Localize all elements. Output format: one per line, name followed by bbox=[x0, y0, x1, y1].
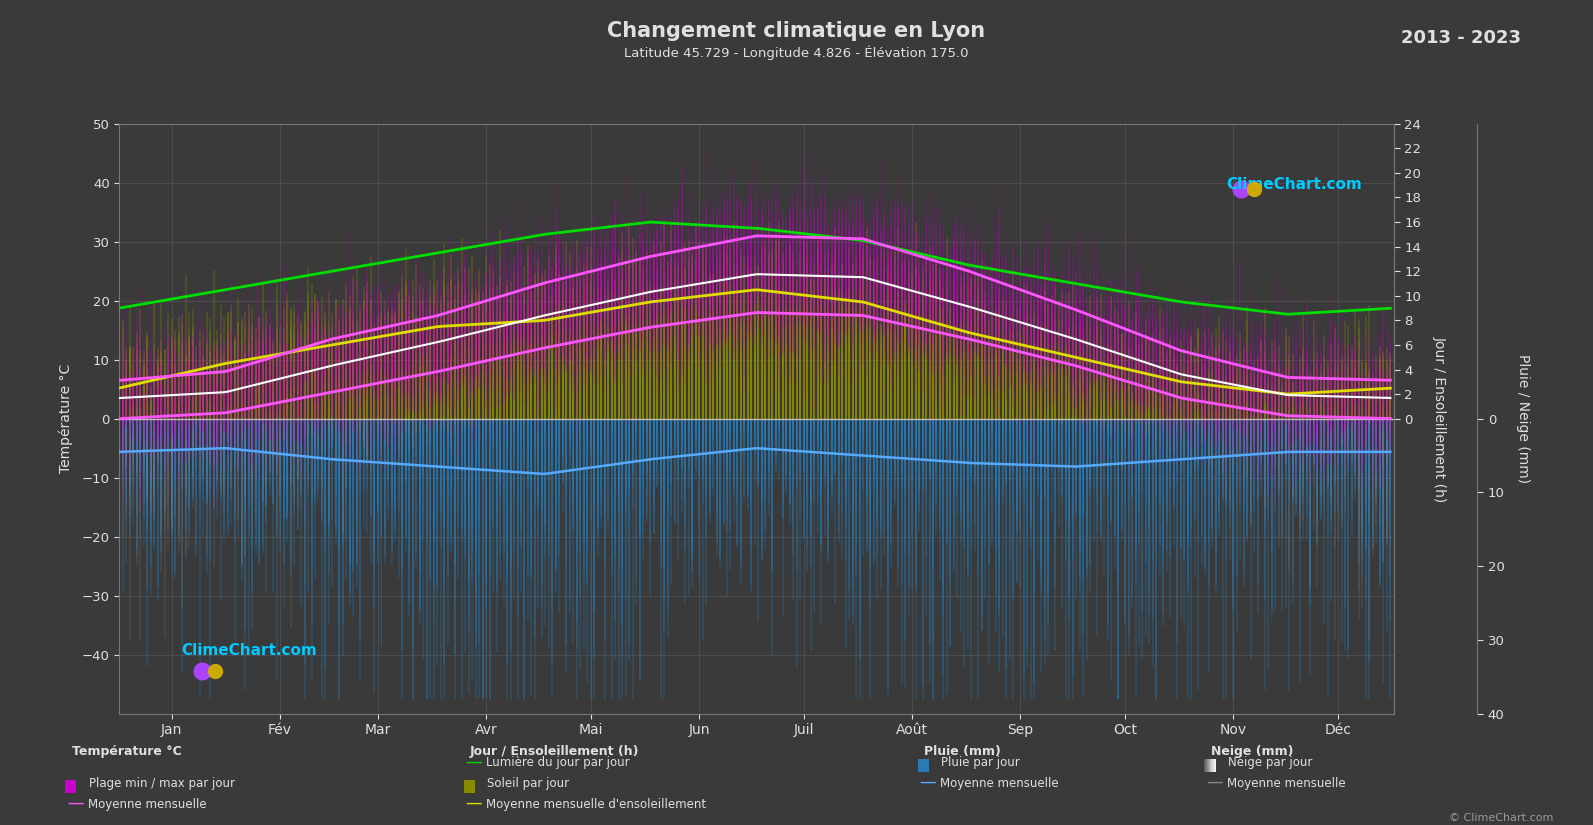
Y-axis label: Jour / Ensoleillement (h): Jour / Ensoleillement (h) bbox=[1432, 336, 1446, 502]
Text: Changement climatique en Lyon: Changement climatique en Lyon bbox=[607, 21, 986, 40]
Text: Lumière du jour par jour: Lumière du jour par jour bbox=[486, 757, 629, 770]
Text: Moyenne mensuelle: Moyenne mensuelle bbox=[940, 777, 1058, 790]
Text: 2013 - 2023: 2013 - 2023 bbox=[1402, 29, 1521, 47]
Text: © ClimeChart.com: © ClimeChart.com bbox=[1448, 813, 1553, 823]
Text: Jour / Ensoleillement (h): Jour / Ensoleillement (h) bbox=[470, 745, 639, 758]
Y-axis label: Pluie / Neige (mm): Pluie / Neige (mm) bbox=[1515, 354, 1529, 483]
Text: Neige par jour: Neige par jour bbox=[1228, 757, 1313, 770]
Text: Pluie par jour: Pluie par jour bbox=[941, 757, 1020, 770]
Text: Pluie (mm): Pluie (mm) bbox=[924, 745, 1000, 758]
Text: Soleil par jour: Soleil par jour bbox=[487, 777, 570, 790]
Text: Moyenne mensuelle: Moyenne mensuelle bbox=[1227, 777, 1344, 790]
Text: —: — bbox=[67, 794, 83, 812]
Text: Moyenne mensuelle: Moyenne mensuelle bbox=[88, 798, 205, 811]
Text: Moyenne mensuelle d'ensoleillement: Moyenne mensuelle d'ensoleillement bbox=[486, 798, 706, 811]
Text: Plage min / max par jour: Plage min / max par jour bbox=[89, 777, 236, 790]
Text: Température °C: Température °C bbox=[72, 745, 182, 758]
Text: —: — bbox=[465, 794, 481, 812]
Text: Neige (mm): Neige (mm) bbox=[1211, 745, 1294, 758]
Text: —: — bbox=[465, 752, 481, 771]
Text: —: — bbox=[919, 773, 935, 791]
Y-axis label: Température °C: Température °C bbox=[59, 364, 73, 474]
Text: ClimeChart.com: ClimeChart.com bbox=[1227, 177, 1362, 192]
Text: —: — bbox=[1206, 773, 1222, 791]
Text: ClimeChart.com: ClimeChart.com bbox=[182, 643, 317, 658]
Text: Latitude 45.729 - Longitude 4.826 - Élévation 175.0: Latitude 45.729 - Longitude 4.826 - Élév… bbox=[624, 45, 969, 60]
